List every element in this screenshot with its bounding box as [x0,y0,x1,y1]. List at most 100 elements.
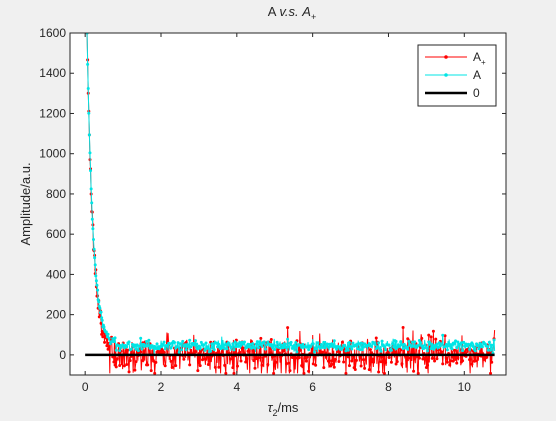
series-a-plus-point [395,360,399,364]
series-a-plus-point [170,365,174,369]
series-a-point [246,342,250,346]
series-a-point [181,339,185,343]
series-a-point [199,340,203,344]
series-a-point [150,344,154,348]
series-a-plus-point [470,362,474,366]
series-a-point [140,347,144,351]
series-a-point [139,336,143,340]
x-tick-label: 8 [385,380,392,394]
series-a-point [224,343,228,347]
series-a-point [113,336,117,340]
series-a-plus-point [314,363,318,367]
series-a-plus-point [426,363,430,367]
series-a-point [361,345,365,349]
series-a-point [248,342,252,346]
series-a-point [265,343,269,347]
series-a-point [318,346,322,350]
series-a-plus-point [174,364,178,368]
series-a-point [335,347,339,351]
series-a-point [110,340,114,344]
series-a-plus-point [400,362,404,366]
series-a-plus-point [340,340,344,344]
y-axis-title: Amplitude/a.u. [18,162,33,245]
series-a-point [256,346,260,350]
series-a-plus-point [286,326,290,330]
series-a-plus-point [277,351,281,355]
series-a-point [276,345,280,349]
series-a-point [367,342,371,346]
series-a-point [100,316,104,320]
series-a-point [283,342,287,346]
series-a-plus-point [484,356,488,360]
series-a-plus-point [150,357,154,361]
series-a-point [154,346,158,350]
series-a-plus-point [198,364,202,368]
series-a-plus-point [449,359,453,363]
series-a-plus-point [468,358,472,362]
series-a-plus-point [208,359,212,363]
series-a-point [363,342,367,346]
x-tick-label: 4 [233,380,240,394]
series-a-plus-point [134,360,138,364]
series-a-point [134,347,138,351]
series-a-plus-point [126,348,130,352]
series-a-plus-point [128,359,132,363]
series-a-point [217,342,221,346]
series-a-point [400,343,404,347]
series-a-plus-point [287,361,291,365]
series-a-point [187,345,191,349]
series-a-point [347,341,351,345]
legend: A+ A 0 [417,44,497,107]
series-a-point [121,343,125,347]
y-axis: 0 200 400 600 800 1000 1200 1400 1600 [39,26,506,362]
series-a-point [470,341,474,345]
series-a-point [99,310,103,314]
series-a-plus-point [239,359,243,363]
series-a-point [466,342,470,346]
legend-marker-a-plus [444,55,448,59]
series-a-point [196,347,200,351]
series-a-point [177,350,181,354]
series-a-point [319,343,323,346]
series-a-plus-point [386,350,390,354]
series-a-point [389,348,393,352]
series-a-point [231,342,235,346]
series-a-point [312,350,316,354]
series-a-point [90,201,94,205]
series-a-plus-point [305,355,309,359]
series-a-plus-point [194,350,198,354]
series-a-point [461,349,465,353]
series-a-plus-point [434,337,438,341]
series-a-point [301,342,305,346]
series-a-plus-point [401,325,405,329]
series-a-plus-point [384,361,388,365]
series-a-plus-point [217,365,221,369]
series-a-point [410,340,414,344]
series-a-point [373,343,377,347]
series-a-plus-point [443,334,447,338]
series-a-plus-point [445,360,449,364]
series-a-plus-point [268,351,272,355]
series-a-plus-point [206,363,210,367]
series-a-point [454,339,458,343]
series-a-plus-point [489,371,493,375]
series-a-point [358,348,362,352]
series-a-point [412,344,416,348]
series-a-point [395,346,399,350]
series-a-point [434,345,438,349]
series-a-point [333,345,337,349]
series-a-point [117,344,121,348]
y-tick-label: 200 [46,308,66,322]
series-a-point [409,344,413,348]
series-a-point [223,347,227,350]
series-a-plus-point [416,371,420,375]
series-a-plus-point [318,351,322,355]
series-a-point [477,347,481,351]
series-a-plus-point [490,360,494,364]
series-a-plus-point [455,361,459,365]
series-a-point [486,348,490,352]
series-a-plus-point [435,357,439,361]
series-a-point [88,151,92,155]
series-a-point [419,341,423,345]
series-a-plus-point [423,357,427,361]
